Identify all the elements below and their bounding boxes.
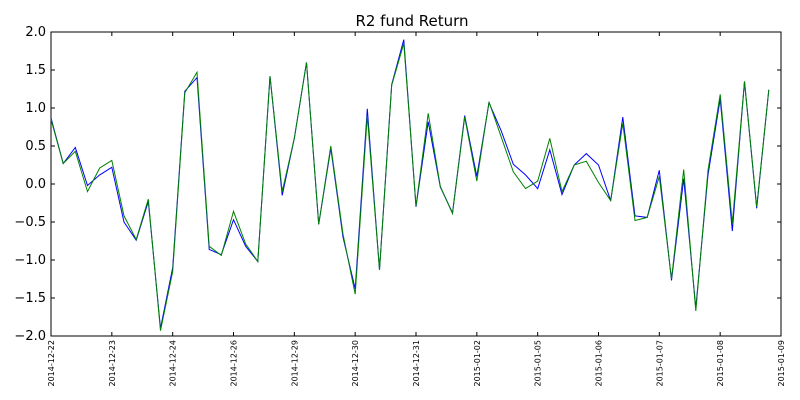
y-tick-label: 1.5	[25, 63, 46, 78]
y-tick-label: 2.0	[25, 25, 46, 40]
x-tick-label: 2014-12-31	[412, 340, 421, 387]
series-line-1	[50, 39, 770, 329]
x-tick-label: 2015-01-07	[655, 340, 664, 387]
x-tick-label: 2014-12-23	[108, 340, 117, 387]
x-tick-label: 2014-12-30	[351, 340, 360, 387]
y-tick-label: −0.5	[14, 215, 46, 230]
x-tick-label: 2015-01-06	[595, 340, 604, 387]
y-axis: −2.0 −1.5 −1.0 −0.5 0.0 0.5 1.0 1.5 2.0	[14, 25, 781, 344]
y-tick-label: −1.5	[14, 291, 46, 306]
series-lines	[50, 39, 770, 331]
x-tick-label: 2014-12-24	[169, 340, 178, 387]
plot-area-frame	[50, 31, 782, 337]
x-tick-label: 2014-12-22	[47, 340, 56, 387]
chart-title: R2 fund Return	[355, 12, 468, 30]
x-tick-label: 2014-12-26	[230, 340, 239, 387]
x-tick-label: 2015-01-08	[716, 340, 725, 387]
x-axis: 2014-12-22 2014-12-23 2014-12-24 2014-12-26…	[47, 32, 786, 387]
y-tick-label: −1.0	[14, 253, 46, 268]
y-tick-label: 0.0	[25, 177, 46, 192]
x-tick-label: 2014-12-29	[290, 340, 299, 387]
y-tick-label: 1.0	[25, 101, 46, 116]
x-tick-label: 2015-01-02	[473, 340, 482, 387]
series-line-2	[50, 43, 770, 331]
y-tick-label: 0.5	[25, 139, 46, 154]
y-tick-label: −2.0	[14, 329, 46, 344]
x-tick-label: 2015-01-05	[534, 340, 543, 387]
x-tick-label: 2015-01-09	[777, 340, 786, 387]
